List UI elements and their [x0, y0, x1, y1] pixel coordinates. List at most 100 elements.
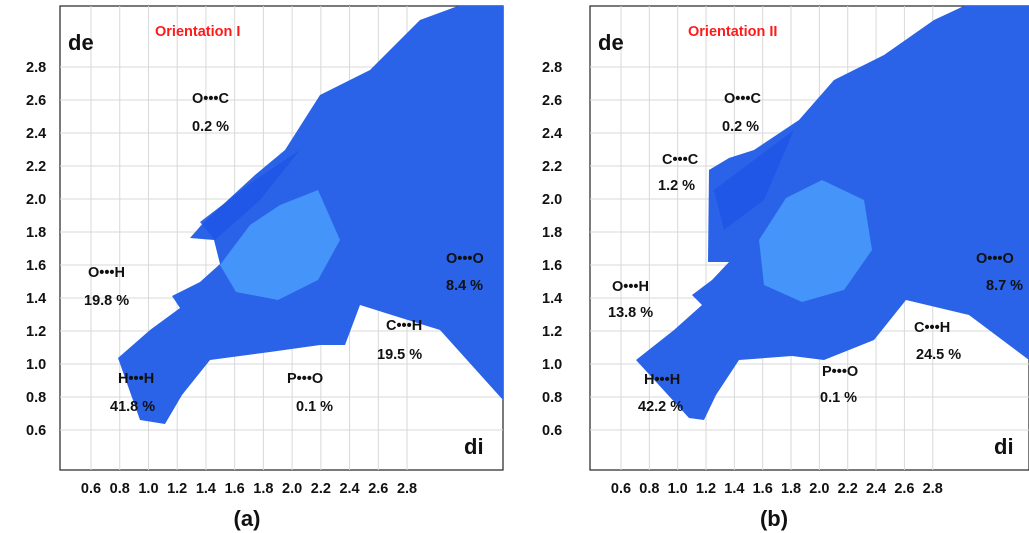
plot-canvas-a: 0.6 0.8 1.0 1.2 1.4 1.6 1.8 2.0 2.2 2.4 2.6 2.8 0.6 0…: [26, 5, 504, 531]
x-axis-label: di: [994, 434, 1014, 459]
y-tick-label: 2.0: [542, 192, 562, 208]
contact-name: P•••O: [822, 364, 858, 380]
contact-name: C•••C: [662, 152, 699, 168]
x-axis-label: di: [464, 434, 484, 459]
contact-h-h: H•••H 42.2 %: [638, 372, 683, 415]
x-tick-label: 1.8: [781, 481, 801, 497]
x-tick-label: 2.4: [339, 481, 359, 497]
contact-percent: 0.2 %: [192, 119, 229, 135]
contact-o-c: O•••C 0.2 %: [722, 91, 762, 135]
y-tick-label: 1.8: [26, 225, 46, 241]
contact-o-h: O•••H 13.8 %: [608, 279, 653, 321]
plot-title: Orientation II: [688, 24, 777, 40]
x-tick-label: 0.6: [611, 481, 631, 497]
y-tick-label: 2.0: [26, 192, 46, 208]
contact-percent: 8.4 %: [446, 278, 483, 294]
x-tick-label: 1.4: [196, 481, 216, 497]
x-tick-label: 2.0: [809, 481, 829, 497]
fingerprint-spike: [714, 130, 794, 230]
y-tick-label: 0.6: [26, 423, 46, 439]
y-tick-label: 0.8: [542, 390, 562, 406]
y-tick-label: 1.4: [26, 291, 46, 307]
x-tick-label: 1.8: [253, 481, 273, 497]
x-tick-label: 1.2: [696, 481, 716, 497]
contact-o-c: O•••C 0.2 %: [192, 91, 230, 135]
contact-o-o: O•••O 8.4 %: [446, 251, 484, 294]
fingerprint-plot-b: 0.6 0.8 1.0 1.2 1.4 1.6 1.8 2.0 2.2 2.4 2.6 2.8 0.6 0…: [524, 0, 1029, 533]
contact-o-o: O•••O 8.7 %: [976, 251, 1023, 294]
x-tick-label: 2.6: [368, 481, 388, 497]
contact-name: C•••H: [386, 318, 422, 334]
contact-name: C•••H: [914, 320, 950, 336]
y-tick-label: 1.6: [542, 258, 562, 274]
x-tick-label: 1.6: [225, 481, 245, 497]
y-tick-label: 2.6: [26, 93, 46, 109]
contact-name: O•••H: [88, 265, 125, 281]
contact-percent: 0.1 %: [296, 399, 333, 415]
fingerprint-core: [759, 180, 872, 302]
y-tick-label: 1.0: [26, 357, 46, 373]
contact-percent: 41.8 %: [110, 399, 155, 415]
contact-h-h: H•••H 41.8 %: [110, 371, 155, 415]
contact-c-c: C•••C 1.2 %: [658, 152, 699, 194]
y-tick-label: 2.4: [542, 126, 562, 142]
panel-caption: (b): [760, 506, 788, 531]
y-tick-label: 2.2: [26, 159, 46, 175]
contact-c-h: C•••H 24.5 %: [914, 320, 961, 363]
x-tick-label: 1.2: [167, 481, 187, 497]
contact-name: O•••C: [192, 91, 230, 107]
contact-name: O•••O: [976, 251, 1014, 267]
contact-percent: 0.2 %: [722, 119, 759, 135]
panel-caption: (a): [234, 506, 261, 531]
contact-name: O•••H: [612, 279, 649, 295]
x-tick-label: 0.8: [639, 481, 659, 497]
x-tick-label: 1.4: [724, 481, 744, 497]
contact-name: O•••O: [446, 251, 484, 267]
x-tick-label: 2.6: [894, 481, 914, 497]
x-tick-label: 1.6: [753, 481, 773, 497]
y-axis-label: de: [68, 30, 94, 55]
x-tick-label: 2.2: [838, 481, 858, 497]
contact-p-o: P•••O 0.1 %: [287, 371, 333, 415]
y-tick-label: 2.2: [542, 159, 562, 175]
contact-name: O•••C: [724, 91, 762, 107]
contact-percent: 8.7 %: [986, 278, 1023, 294]
fingerprint-spike: [200, 150, 300, 240]
y-tick-label: 0.6: [542, 423, 562, 439]
plot-title: Orientation I: [155, 24, 240, 40]
contact-percent: 13.8 %: [608, 305, 653, 321]
y-tick-label: 2.8: [542, 60, 562, 76]
y-tick-label: 1.8: [542, 225, 562, 241]
contact-name: P•••O: [287, 371, 323, 387]
contact-name: H•••H: [118, 371, 154, 387]
x-tick-label: 2.8: [923, 481, 943, 497]
y-tick-label: 1.6: [26, 258, 46, 274]
x-tick-label: 0.6: [81, 481, 101, 497]
x-tick-label: 1.0: [668, 481, 688, 497]
fingerprint-cloud-b: [636, 6, 1029, 420]
x-tick-label: 2.0: [282, 481, 302, 497]
x-tick-label: 2.8: [397, 481, 417, 497]
fingerprint-cloud-a: [118, 6, 503, 424]
x-tick-label: 2.4: [866, 481, 886, 497]
contact-percent: 19.8 %: [84, 293, 129, 309]
contact-percent: 0.1 %: [820, 390, 857, 406]
fingerprint-plot-a: 0.6 0.8 1.0 1.2 1.4 1.6 1.8 2.0 2.2 2.4 2.6 2.8 0.6 0…: [0, 0, 505, 533]
contact-percent: 1.2 %: [658, 178, 695, 194]
y-axis-label: de: [598, 30, 624, 55]
y-tick-label: 1.0: [542, 357, 562, 373]
contact-c-h: C•••H 19.5 %: [377, 318, 422, 363]
y-tick-label: 1.2: [26, 324, 46, 340]
y-tick-label: 2.6: [542, 93, 562, 109]
y-tick-label: 1.2: [542, 324, 562, 340]
y-tick-label: 2.4: [26, 126, 46, 142]
x-tick-label: 0.8: [110, 481, 130, 497]
x-tick-label: 1.0: [138, 481, 158, 497]
contact-name: H•••H: [644, 372, 680, 388]
plot-canvas-b: 0.6 0.8 1.0 1.2 1.4 1.6 1.8 2.0 2.2 2.4 2.6 2.8 0.6 0…: [542, 5, 1029, 531]
y-tick-label: 0.8: [26, 390, 46, 406]
y-tick-label: 2.8: [26, 60, 46, 76]
contact-p-o: P•••O 0.1 %: [820, 364, 858, 406]
y-tick-label: 1.4: [542, 291, 562, 307]
contact-percent: 42.2 %: [638, 399, 683, 415]
